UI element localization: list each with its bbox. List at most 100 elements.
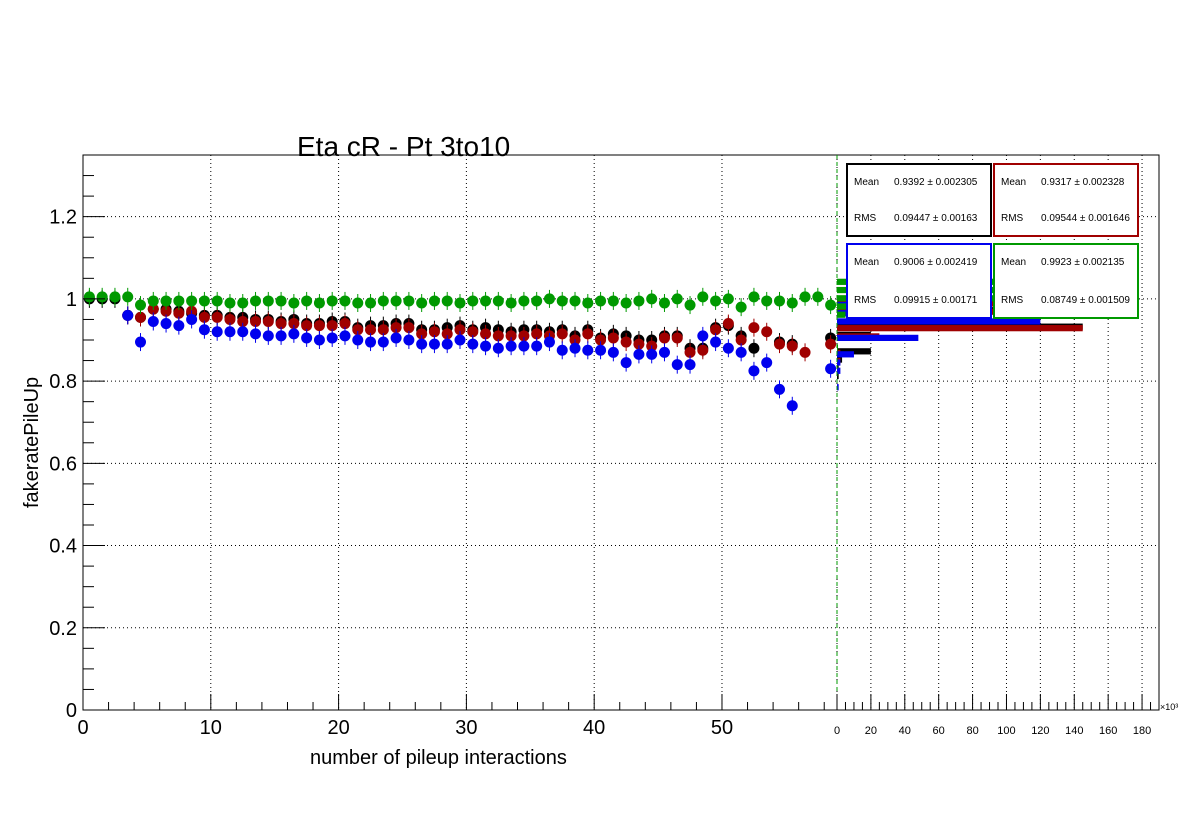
data-point	[198, 311, 210, 323]
projection-x-tick-label: 100	[997, 725, 1015, 737]
data-point	[748, 365, 760, 377]
data-point	[441, 295, 453, 307]
data-point	[505, 297, 517, 309]
data-point	[135, 299, 147, 311]
stats-box-black: Mean 0.9392 ± 0.002305 RMS 0.09447 ± 0.001…	[846, 163, 992, 237]
data-point	[556, 344, 568, 356]
data-point	[620, 336, 632, 348]
projection-bar	[837, 351, 854, 358]
data-point	[607, 346, 619, 358]
y-tick-label: 0	[66, 700, 77, 722]
data-point	[301, 295, 313, 307]
data-point	[288, 297, 300, 309]
data-point	[467, 295, 479, 307]
data-point	[365, 297, 377, 309]
data-point	[237, 316, 249, 327]
data-point	[313, 334, 325, 346]
x-tick-label: 50	[711, 717, 733, 739]
projection-x-tick-label: 160	[1099, 725, 1117, 737]
data-point	[582, 297, 594, 309]
data-point	[761, 295, 773, 307]
projection-x-tick-label: 140	[1065, 725, 1083, 737]
data-point	[365, 336, 377, 348]
data-point	[556, 295, 568, 307]
data-point	[492, 295, 504, 307]
data-point	[722, 318, 734, 330]
data-point	[186, 313, 198, 325]
data-point	[595, 295, 607, 307]
data-point	[339, 330, 351, 342]
data-point	[735, 346, 747, 358]
mean-value: 0.9317 ± 0.002328	[1041, 177, 1125, 188]
data-point	[441, 338, 453, 350]
mean-label: Mean	[1001, 257, 1027, 268]
data-point	[671, 359, 683, 371]
data-point	[186, 295, 198, 307]
data-point	[710, 324, 722, 336]
data-point	[83, 291, 95, 303]
data-point	[786, 400, 798, 412]
y-tick-label: 1	[66, 289, 77, 311]
projection-bar	[837, 384, 839, 391]
data-point	[326, 332, 338, 344]
data-point	[288, 318, 300, 330]
data-point	[582, 328, 594, 340]
data-point	[441, 328, 453, 340]
data-point	[147, 316, 159, 327]
grid-lines	[82, 155, 1159, 711]
data-point	[492, 330, 504, 342]
data-point	[543, 336, 555, 348]
data-point	[761, 326, 773, 338]
data-point	[633, 338, 645, 350]
y-tick-label: 1.2	[49, 207, 77, 229]
data-point	[658, 346, 670, 358]
data-point	[620, 297, 632, 309]
data-point	[301, 320, 313, 332]
data-point	[480, 295, 492, 307]
rms-value: 0.09544 ± 0.001646	[1041, 213, 1130, 224]
data-point	[160, 295, 172, 307]
data-point	[428, 338, 440, 350]
data-point	[326, 320, 338, 332]
data-point	[786, 297, 798, 309]
data-point	[454, 297, 466, 309]
projection-x-tick-label: 120	[1031, 725, 1049, 737]
data-point	[135, 311, 147, 323]
data-point	[275, 318, 287, 330]
data-point	[773, 295, 785, 307]
projection-bar	[837, 334, 919, 341]
data-point	[403, 295, 415, 307]
data-point	[135, 336, 147, 348]
data-point	[556, 328, 568, 340]
stats-box-green: Mean 0.9923 ± 0.002135 RMS 0.08749 ± 0.001…	[993, 243, 1139, 319]
data-point	[339, 295, 351, 307]
data-point	[352, 324, 364, 336]
data-point	[454, 334, 466, 346]
rms-label: RMS	[1001, 295, 1024, 306]
y-tick-label: 0.2	[49, 618, 77, 640]
data-point	[595, 344, 607, 356]
data-point	[505, 340, 517, 352]
data-point	[633, 348, 645, 360]
data-point	[531, 295, 543, 307]
data-point	[198, 324, 210, 336]
data-point	[633, 295, 645, 307]
data-point	[735, 301, 747, 313]
data-point	[761, 357, 773, 369]
data-point	[582, 344, 594, 356]
data-point	[697, 330, 709, 342]
data-point	[390, 332, 402, 344]
data-point	[710, 336, 722, 348]
data-point	[122, 309, 134, 321]
data-point	[748, 322, 760, 334]
x-tick-label: 0	[77, 717, 88, 739]
data-point	[518, 295, 530, 307]
data-point	[211, 311, 223, 323]
plot-frame	[82, 154, 1160, 711]
projection-bar	[837, 325, 1083, 332]
data-point	[531, 340, 543, 352]
data-point	[122, 291, 134, 303]
y-axis-label: fakeratePileUp	[21, 377, 43, 508]
data-point	[518, 340, 530, 352]
data-point	[403, 322, 415, 334]
